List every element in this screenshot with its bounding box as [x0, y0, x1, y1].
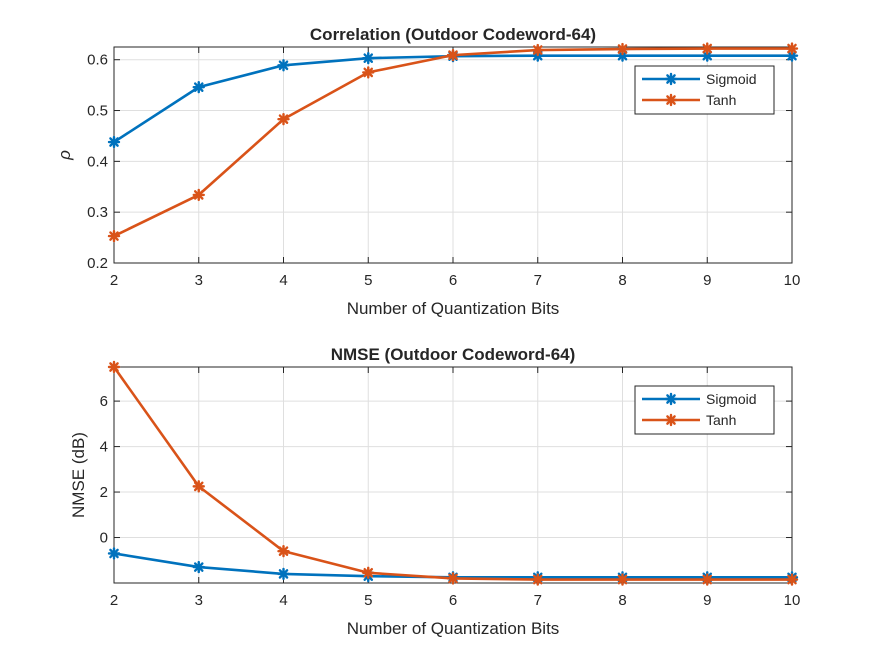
data-point-sigmoid: [107, 135, 121, 149]
data-point-tanh: [192, 188, 205, 202]
chart-title: NMSE (Outdoor Codeword-64): [331, 345, 576, 364]
x-tick-label: 3: [195, 272, 203, 289]
y-tick-label: 0.6: [87, 52, 108, 69]
data-point-tanh: [785, 573, 799, 586]
x-tick-label: 8: [618, 272, 626, 289]
x-axis-label: Number of Quantization Bits: [347, 299, 560, 318]
data-point-tanh: [446, 48, 460, 62]
x-tick-label: 10: [784, 272, 801, 289]
y-tick-label: 0.2: [87, 255, 108, 272]
x-tick-label: 2: [110, 272, 118, 289]
data-point-tanh: [362, 566, 375, 579]
data-point-tanh: [616, 573, 629, 586]
data-point-sigmoid: [277, 59, 290, 72]
data-point-tanh: [701, 42, 714, 55]
legend-label-sigmoid: Sigmoid: [706, 391, 757, 407]
data-point-tanh: [531, 43, 544, 57]
data-point-sigmoid: [785, 49, 799, 62]
chart-panel-1: 2 3 4 5 6 7 8 9 10 0.2 0.3 0.4 0.5 0.6 Correlation (Ou…: [55, 25, 800, 318]
chart-title: Correlation (Outdoor Codeword-64): [310, 25, 596, 44]
legend-label-tanh: Tanh: [706, 412, 736, 428]
data-point-tanh: [701, 573, 714, 586]
x-tick-label: 6: [449, 272, 457, 289]
x-tick-label: 8: [618, 592, 626, 609]
data-point-tanh: [107, 360, 121, 374]
data-point-tanh: [785, 42, 799, 55]
legend-box: [634, 65, 775, 115]
y-axis-label: ρ: [55, 150, 74, 161]
x-axis-label: Number of Quantization Bits: [347, 619, 560, 638]
y-axis-label: NMSE (dB): [69, 432, 88, 518]
y-tick-label: 0: [100, 530, 108, 547]
data-point-sigmoid: [362, 51, 375, 65]
y-tick-label: 0.4: [87, 153, 108, 170]
y-tick-label: 2: [100, 484, 108, 501]
legend-marker-sigmoid: [664, 72, 678, 86]
x-tick-label: 5: [364, 592, 372, 609]
x-tick-label: 2: [110, 592, 118, 609]
legend-label-sigmoid: Sigmoid: [706, 71, 757, 87]
x-tick-label: 4: [279, 272, 287, 289]
y-tick-label: 6: [100, 393, 108, 410]
y-tick-label: 0.5: [87, 103, 108, 120]
series-group: [107, 42, 799, 243]
data-point-tanh: [192, 480, 205, 493]
legend: Sigmoid Tanh: [634, 65, 775, 115]
data-point-sigmoid: [192, 560, 205, 574]
data-point-tanh: [362, 66, 375, 79]
data-point-tanh: [446, 572, 460, 585]
data-point-tanh: [107, 229, 121, 243]
legend-box: [634, 385, 775, 435]
x-tick-label: 5: [364, 272, 372, 289]
x-tick-label: 10: [784, 592, 801, 609]
chart-panel-2: 2 3 4 5 6 7 8 9 10 0 2 4 6 NMSE (Outdoor Codeword-64)…: [69, 345, 800, 638]
x-tick-label: 3: [195, 592, 203, 609]
x-tick-label: 4: [279, 592, 287, 609]
data-point-tanh: [531, 573, 544, 586]
x-tick-label: 7: [534, 592, 542, 609]
x-tick-label: 9: [703, 272, 711, 289]
data-point-tanh: [277, 544, 290, 558]
data-point-sigmoid: [277, 567, 290, 581]
legend-marker-tanh: [664, 413, 678, 427]
legend-marker-sigmoid: [664, 392, 678, 406]
x-tick-label: 6: [449, 592, 457, 609]
legend-marker-tanh: [664, 93, 678, 107]
series-group: [107, 360, 799, 586]
y-tick-label: 4: [100, 439, 108, 456]
data-point-tanh: [277, 112, 290, 126]
data-point-sigmoid: [107, 547, 121, 560]
y-tick-label: 0.3: [87, 204, 108, 221]
legend: Sigmoid Tanh: [634, 385, 775, 435]
data-point-sigmoid: [192, 80, 205, 94]
data-point-tanh: [616, 42, 629, 56]
x-tick-label: 9: [703, 592, 711, 609]
x-tick-label: 7: [534, 272, 542, 289]
legend-label-tanh: Tanh: [706, 92, 736, 108]
